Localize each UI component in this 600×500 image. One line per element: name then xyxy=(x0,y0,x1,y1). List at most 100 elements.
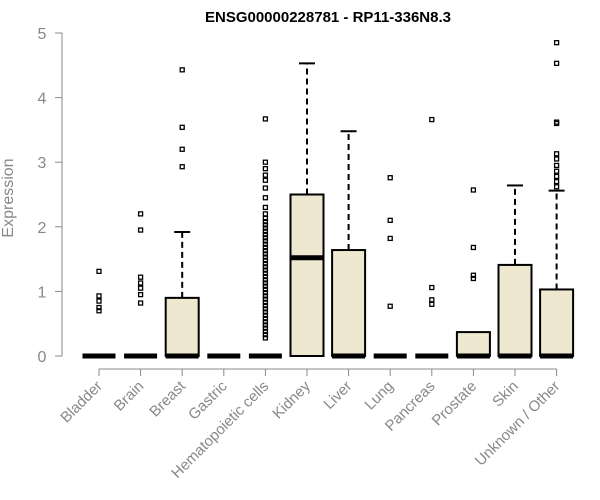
box-iqr xyxy=(455,331,491,357)
outlier-point xyxy=(262,222,269,228)
outlier-point xyxy=(137,285,144,291)
outlier-point xyxy=(262,315,269,322)
x-tick-label: Prostate xyxy=(429,378,481,430)
outlier-point xyxy=(262,218,269,225)
outlier-point xyxy=(262,225,269,231)
outlier-point xyxy=(262,260,269,267)
outlier-point xyxy=(179,124,185,130)
outlier-point xyxy=(262,244,269,251)
plot-area xyxy=(82,40,575,359)
outlier-point xyxy=(96,304,102,311)
outlier-point xyxy=(96,298,102,304)
outlier-point xyxy=(137,300,144,306)
outlier-point xyxy=(262,116,269,122)
outlier-point xyxy=(262,273,269,280)
box-group-11 xyxy=(539,40,575,359)
box-group-9 xyxy=(455,187,491,359)
x-tick-label: Skin xyxy=(489,378,522,411)
outlier-point xyxy=(553,156,560,162)
outlier-point xyxy=(387,217,393,223)
chart-title: ENSG00000228781 - RP11-336N8.3 xyxy=(205,9,451,26)
y-tick-label: 5 xyxy=(38,26,47,43)
outlier-point xyxy=(262,177,269,183)
outlier-point xyxy=(262,296,269,302)
outlier-point xyxy=(470,272,477,278)
outlier-point xyxy=(96,308,102,314)
outlier-point xyxy=(262,257,269,264)
outlier-point xyxy=(387,303,393,309)
outlier-point xyxy=(262,264,269,270)
outlier-point xyxy=(179,164,185,170)
box-group-7 xyxy=(373,175,407,359)
outlier-point xyxy=(262,251,269,257)
outlier-point xyxy=(262,332,269,338)
outlier-point xyxy=(96,293,102,299)
outlier-point xyxy=(96,268,102,275)
outlier-point xyxy=(262,283,269,289)
y-tick-label: 1 xyxy=(38,284,47,301)
box-group-8 xyxy=(415,116,449,359)
outlier-point xyxy=(553,178,560,185)
outlier-point xyxy=(553,40,560,46)
box-group-0 xyxy=(82,268,116,359)
outlier-point xyxy=(262,328,269,335)
outlier-point xyxy=(262,185,269,191)
y-tick-label: 4 xyxy=(38,91,47,108)
outlier-point xyxy=(553,168,560,174)
outlier-point xyxy=(262,159,269,165)
outlier-point xyxy=(262,215,269,222)
outlier-point xyxy=(262,302,269,309)
outlier-point xyxy=(553,60,560,67)
outlier-point xyxy=(429,301,435,307)
outlier-point xyxy=(137,291,144,298)
outlier-point xyxy=(262,312,269,318)
x-tick-label: Lung xyxy=(361,378,397,414)
outlier-point xyxy=(262,195,269,201)
y-tick-label: 2 xyxy=(38,220,47,237)
outlier-point xyxy=(470,275,477,282)
outlier-point xyxy=(387,235,393,242)
outlier-point xyxy=(553,162,560,169)
outlier-point xyxy=(262,299,269,306)
outlier-point xyxy=(553,151,560,157)
box-group-1 xyxy=(124,211,158,359)
outlier-point xyxy=(262,319,269,325)
outlier-point xyxy=(262,322,269,328)
box-group-6 xyxy=(331,130,367,359)
outlier-point xyxy=(262,238,269,244)
outlier-point xyxy=(262,228,269,234)
box-iqr xyxy=(164,296,200,357)
outlier-point xyxy=(179,146,185,152)
box-group-10 xyxy=(497,184,533,359)
outlier-point xyxy=(429,297,435,303)
x-tick-label: Bladder xyxy=(57,378,106,427)
x-tick-label: Breast xyxy=(146,377,189,420)
outlier-point xyxy=(262,325,269,331)
outlier-point xyxy=(262,309,269,315)
outlier-point xyxy=(262,280,269,286)
outlier-point xyxy=(553,173,560,180)
box-iqr xyxy=(331,249,367,357)
outlier-point xyxy=(262,166,269,172)
outlier-point xyxy=(262,277,269,283)
box-group-4 xyxy=(248,116,282,359)
outlier-point xyxy=(137,280,144,286)
outlier-point xyxy=(262,231,269,238)
outlier-point xyxy=(262,235,269,241)
y-tick-label: 3 xyxy=(38,155,47,172)
outlier-point xyxy=(262,172,269,178)
outlier-point xyxy=(553,119,560,125)
x-tick-label: Liver xyxy=(320,378,355,413)
outlier-point xyxy=(262,254,269,260)
outlier-point xyxy=(137,211,144,217)
outlier-point xyxy=(470,244,477,251)
outlier-point xyxy=(179,67,185,73)
outlier-point xyxy=(262,306,269,312)
outlier-point xyxy=(262,241,269,247)
box-iqr xyxy=(289,193,325,357)
outlier-point xyxy=(137,227,144,233)
outlier-point xyxy=(553,184,560,190)
y-tick-label: 0 xyxy=(38,349,47,366)
